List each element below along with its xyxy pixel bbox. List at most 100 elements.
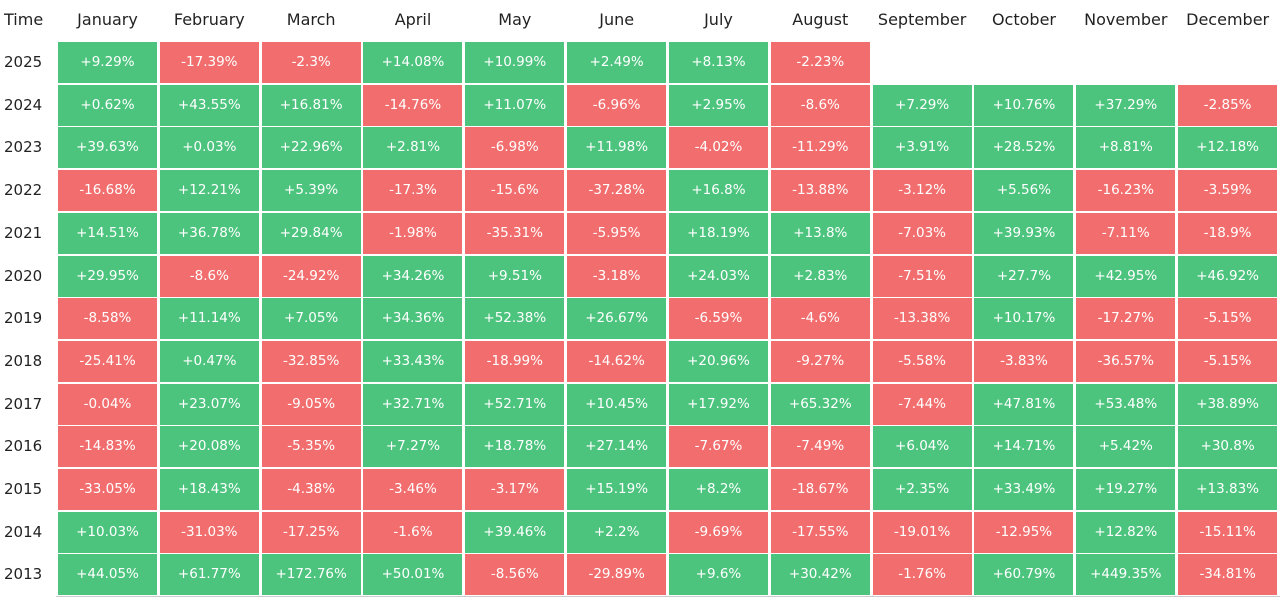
- year-label: 2018: [4, 351, 43, 370]
- return-cell-2013-february: +61.77%: [159, 554, 259, 596]
- return-cell-2019-may: +52.38%: [465, 298, 565, 340]
- return-cell-2019-march: +7.05%: [261, 298, 361, 340]
- month-header-march: March: [286, 10, 336, 29]
- year-row-2021: 2021 +14.51% +36.78% +29.84% -1.98% -35.31% -5…: [0, 212, 1280, 256]
- return-cell-2021-july: +18.19%: [668, 212, 768, 254]
- return-cell-2020-july: +24.03%: [668, 255, 768, 297]
- return-cell-2017-november: +53.48%: [1076, 383, 1176, 425]
- return-cell-2016-august: -7.49%: [770, 426, 870, 468]
- return-cell-2016-january: -14.83%: [58, 426, 157, 468]
- year-label: 2019: [4, 309, 43, 328]
- return-cell-2021-may: -35.31%: [465, 212, 565, 254]
- year-row-2013: 2013 +44.05% +61.77% +172.76% +50.01% -8.56% -…: [0, 554, 1280, 597]
- return-cell-2022-june: -37.28%: [567, 170, 667, 212]
- return-cell-2015-december: +13.83%: [1178, 469, 1278, 510]
- return-cell-2018-march: -32.85%: [261, 340, 361, 382]
- year-label: 2017: [4, 394, 43, 413]
- return-cell-2013-september: -1.76%: [872, 554, 972, 596]
- return-cell-2019-july: -6.59%: [668, 298, 768, 340]
- return-cell-2016-may: +18.78%: [465, 426, 565, 468]
- return-cell-2019-january: -8.58%: [58, 298, 157, 340]
- year-row-2017: 2017 -0.04% +23.07% -9.05% +32.71% +52.71% +10…: [0, 383, 1280, 427]
- return-cell-2018-september: -5.58%: [872, 340, 972, 382]
- return-cell-2022-february: +12.21%: [159, 170, 259, 212]
- year-row-2016: 2016 -14.83% +20.08% -5.35% +7.27% +18.78% +27…: [0, 426, 1280, 469]
- table-bottom-edge: [56, 596, 1280, 600]
- return-cell-2021-december: -18.9%: [1178, 212, 1278, 254]
- return-cell-2024-september: +7.29%: [872, 84, 972, 126]
- year-label: 2014: [4, 522, 43, 541]
- return-cell-2025-april: +14.08%: [363, 42, 463, 83]
- month-header-september: September: [877, 10, 967, 29]
- return-cell-2025-february: -17.39%: [159, 42, 259, 83]
- return-cell-2020-march: -24.92%: [261, 255, 361, 297]
- return-cell-2023-january: +39.63%: [58, 127, 157, 169]
- year-label: 2023: [4, 138, 43, 157]
- year-row-2019: 2019 -8.58% +11.14% +7.05% +34.36% +52.38% +26…: [0, 298, 1280, 341]
- return-cell-2020-october: +27.7%: [974, 255, 1074, 297]
- month-header-november: November: [1084, 10, 1168, 29]
- return-cell-2025-may: +10.99%: [465, 42, 565, 83]
- return-cell-2025-july: +8.13%: [668, 42, 768, 83]
- year-label: 2016: [4, 437, 43, 456]
- return-cell-2024-october: +10.76%: [974, 84, 1074, 126]
- return-cell-2015-april: -3.46%: [363, 469, 463, 510]
- return-cell-2015-july: +8.2%: [668, 469, 768, 510]
- return-cell-2020-may: +9.51%: [465, 255, 565, 297]
- year-row-2023: 2023 +39.63% +0.03% +22.96% +2.81% -6.98% +11.…: [0, 127, 1280, 170]
- return-cell-2015-june: +15.19%: [567, 469, 667, 510]
- return-cell-2017-july: +17.92%: [668, 383, 768, 425]
- return-cell-2023-november: +8.81%: [1076, 127, 1176, 169]
- return-cell-2022-october: +5.56%: [974, 170, 1074, 212]
- return-cell-2019-february: +11.14%: [159, 298, 259, 340]
- return-cell-2014-september: -19.01%: [872, 511, 972, 553]
- return-cell-2021-february: +36.78%: [159, 212, 259, 254]
- return-cell-2024-august: -8.6%: [770, 84, 870, 126]
- return-cell-2013-april: +50.01%: [363, 554, 463, 596]
- return-cell-2024-july: +2.95%: [668, 84, 768, 126]
- return-cell-2013-may: -8.56%: [465, 554, 565, 596]
- return-cell-2022-may: -15.6%: [465, 170, 565, 212]
- return-cell-2025-august: -2.23%: [770, 42, 870, 83]
- return-cell-2023-december: +12.18%: [1178, 127, 1278, 169]
- return-cell-2021-january: +14.51%: [58, 212, 157, 254]
- return-cell-2021-september: -7.03%: [872, 212, 972, 254]
- return-cell-2017-may: +52.71%: [465, 383, 565, 425]
- year-row-2025: 2025 +9.29% -17.39% -2.3% +14.08% +10.99% +2.4…: [0, 42, 1280, 85]
- return-cell-2013-november: +449.35%: [1076, 554, 1176, 596]
- return-cell-2023-february: +0.03%: [159, 127, 259, 169]
- year-row-2024: 2024 +0.62% +43.55% +16.81% -14.76% +11.07% -6…: [0, 84, 1280, 128]
- return-cell-2020-april: +34.26%: [363, 255, 463, 297]
- return-cell-2019-april: +34.36%: [363, 298, 463, 340]
- return-cell-2018-july: +20.96%: [668, 340, 768, 382]
- return-cell-2014-december: -15.11%: [1178, 511, 1278, 553]
- return-cell-2018-june: -14.62%: [567, 340, 667, 382]
- return-cell-2014-october: -12.95%: [974, 511, 1074, 553]
- return-cell-2018-april: +33.43%: [363, 340, 463, 382]
- return-cell-2016-april: +7.27%: [363, 426, 463, 468]
- month-header-july: July: [704, 10, 733, 29]
- return-cell-2015-august: -18.67%: [770, 469, 870, 510]
- return-cell-2013-july: +9.6%: [668, 554, 768, 596]
- return-cell-2023-september: +3.91%: [872, 127, 972, 169]
- year-label: 2025: [4, 53, 43, 71]
- return-cell-2024-january: +0.62%: [58, 84, 157, 126]
- return-cell-2020-november: +42.95%: [1076, 255, 1176, 297]
- return-cell-2024-march: +16.81%: [261, 84, 361, 126]
- return-cell-2024-may: +11.07%: [465, 84, 565, 126]
- year-row-2014: 2014 +10.03% -31.03% -17.25% -1.6% +39.46% +2.…: [0, 511, 1280, 555]
- return-cell-2024-december: -2.85%: [1178, 84, 1278, 126]
- year-label: 2021: [4, 223, 43, 242]
- return-cell-2014-january: +10.03%: [58, 511, 157, 553]
- month-header-february: February: [173, 10, 245, 29]
- return-cell-2019-november: -17.27%: [1076, 298, 1176, 340]
- return-cell-2020-december: +46.92%: [1178, 255, 1278, 297]
- return-cell-2014-november: +12.82%: [1076, 511, 1176, 553]
- return-cell-2016-july: -7.67%: [668, 426, 768, 468]
- return-cell-2025-january: +9.29%: [58, 42, 157, 83]
- return-cell-2019-august: -4.6%: [770, 298, 870, 340]
- return-cell-2022-december: -3.59%: [1178, 170, 1278, 212]
- month-header-december: December: [1186, 10, 1270, 29]
- return-cell-2022-april: -17.3%: [363, 170, 463, 212]
- return-cell-2017-october: +47.81%: [974, 383, 1074, 425]
